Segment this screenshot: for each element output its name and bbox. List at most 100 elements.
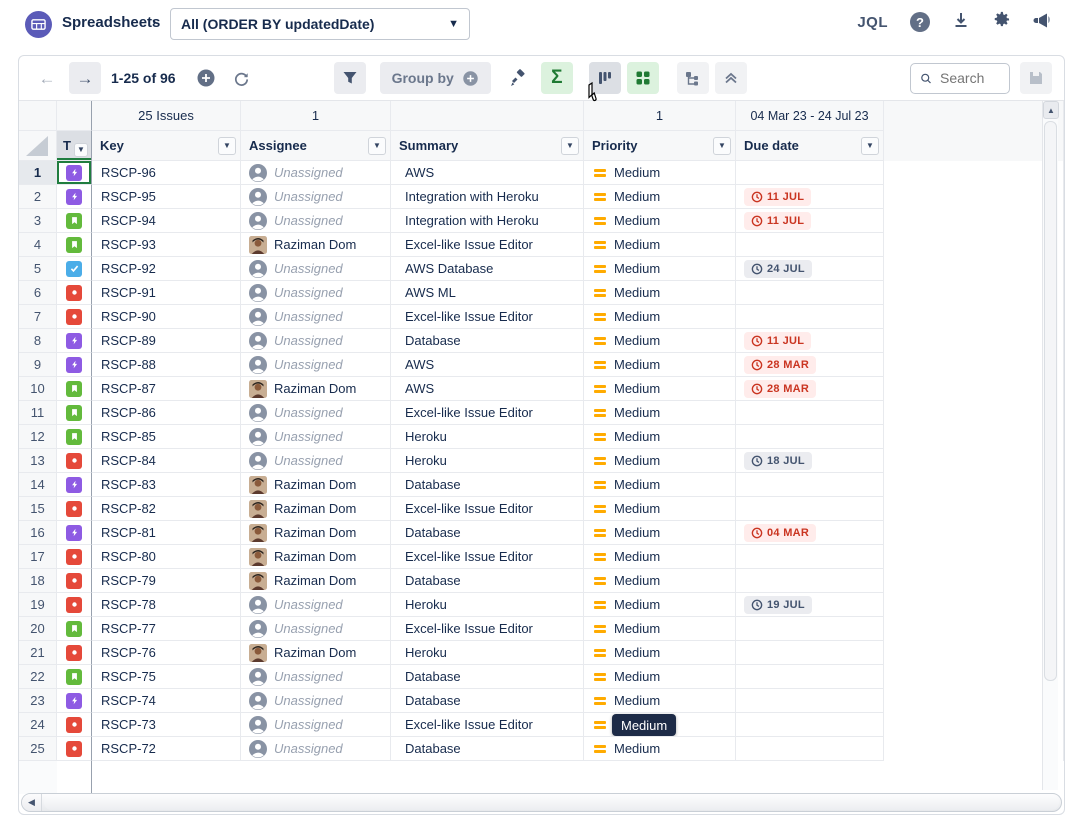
horizontal-scroll-thumb[interactable]	[44, 795, 1059, 810]
issue-key-cell[interactable]: RSCP-94	[92, 209, 241, 233]
row-number[interactable]: 19	[19, 593, 57, 617]
priority-cell[interactable]: Medium	[584, 641, 736, 665]
priority-cell[interactable]: Medium	[584, 401, 736, 425]
issue-type-cell[interactable]	[57, 665, 92, 689]
due-date-cell[interactable]: 24 JUL	[736, 257, 884, 281]
settings-gear-icon[interactable]	[992, 10, 1011, 34]
issue-type-cell[interactable]	[57, 305, 92, 329]
assignee-cell[interactable]: Unassigned	[241, 665, 391, 689]
priority-cell[interactable]: Medium	[584, 665, 736, 689]
row-number[interactable]: 24	[19, 713, 57, 737]
issue-type-cell[interactable]	[57, 209, 92, 233]
vertical-scrollbar[interactable]: ▲	[1042, 101, 1059, 790]
assignee-cell[interactable]: Unassigned	[241, 401, 391, 425]
select-all-corner[interactable]	[19, 131, 57, 161]
issue-type-cell[interactable]	[57, 377, 92, 401]
priority-filter-dropdown[interactable]: ▼	[713, 136, 731, 155]
priority-cell[interactable]: Medium	[584, 473, 736, 497]
issue-key-cell[interactable]: RSCP-96	[92, 161, 241, 185]
due-date-cell[interactable]	[736, 713, 884, 737]
due-date-cell[interactable]	[736, 233, 884, 257]
issue-type-cell[interactable]	[57, 497, 92, 521]
priority-cell[interactable]: Medium	[584, 209, 736, 233]
vertical-scroll-thumb[interactable]	[1044, 121, 1057, 681]
summary-cell[interactable]: Database	[391, 473, 584, 497]
assignee-cell[interactable]: Raziman Dom	[241, 521, 391, 545]
issue-key-cell[interactable]: RSCP-89	[92, 329, 241, 353]
row-number[interactable]: 16	[19, 521, 57, 545]
column-header-priority[interactable]: Priority ▼	[584, 131, 736, 161]
key-filter-dropdown[interactable]: ▼	[218, 136, 236, 155]
search-input[interactable]	[940, 70, 1000, 86]
issue-type-cell[interactable]	[57, 545, 92, 569]
summary-cell[interactable]: AWS	[391, 353, 584, 377]
priority-cell[interactable]: Medium	[584, 617, 736, 641]
issue-key-cell[interactable]: RSCP-73	[92, 713, 241, 737]
add-issue-button[interactable]	[190, 62, 222, 94]
priority-cell[interactable]: Medium	[584, 713, 736, 737]
summary-cell[interactable]: Heroku	[391, 593, 584, 617]
priority-cell[interactable]: Medium	[584, 593, 736, 617]
summary-cell[interactable]: Database	[391, 665, 584, 689]
row-number[interactable]: 22	[19, 665, 57, 689]
next-page-button[interactable]: →	[69, 62, 101, 94]
assignee-cell[interactable]: Unassigned	[241, 161, 391, 185]
issue-type-cell[interactable]	[57, 593, 92, 617]
issue-key-cell[interactable]: RSCP-87	[92, 377, 241, 401]
issue-key-cell[interactable]: RSCP-74	[92, 689, 241, 713]
issue-type-cell[interactable]	[57, 161, 92, 185]
row-number[interactable]: 25	[19, 737, 57, 761]
summary-cell[interactable]: AWS Database	[391, 257, 584, 281]
due-date-cell[interactable]	[736, 305, 884, 329]
assignee-cell[interactable]: Raziman Dom	[241, 497, 391, 521]
refresh-icon[interactable]	[226, 62, 258, 94]
issue-key-cell[interactable]: RSCP-88	[92, 353, 241, 377]
issue-type-cell[interactable]	[57, 713, 92, 737]
summary-cell[interactable]: Heroku	[391, 641, 584, 665]
issue-type-cell[interactable]	[57, 569, 92, 593]
row-number[interactable]: 10	[19, 377, 57, 401]
summary-cell[interactable]: Database	[391, 689, 584, 713]
duedate-filter-dropdown[interactable]: ▼	[861, 136, 879, 155]
summary-cell[interactable]: Integration with Heroku	[391, 209, 584, 233]
priority-cell[interactable]: Medium	[584, 353, 736, 377]
due-date-cell[interactable]	[736, 473, 884, 497]
cards-grid-button[interactable]	[626, 62, 659, 94]
scroll-left-button[interactable]: ◀	[22, 794, 42, 811]
summary-cell[interactable]: Database	[391, 329, 584, 353]
row-number[interactable]: 1	[19, 161, 57, 185]
priority-cell[interactable]: Medium	[584, 185, 736, 209]
summary-cell[interactable]: Excel-like Issue Editor	[391, 233, 584, 257]
type-filter-dropdown[interactable]: ▼	[73, 142, 88, 157]
priority-cell[interactable]: Medium	[584, 521, 736, 545]
issue-key-cell[interactable]: RSCP-75	[92, 665, 241, 689]
issue-key-cell[interactable]: RSCP-85	[92, 425, 241, 449]
due-date-cell[interactable]	[736, 689, 884, 713]
due-date-cell[interactable]: 28 MAR	[736, 353, 884, 377]
due-date-cell[interactable]	[736, 401, 884, 425]
row-number[interactable]: 20	[19, 617, 57, 641]
due-date-cell[interactable]: 11 JUL	[736, 329, 884, 353]
due-date-cell[interactable]: 19 JUL	[736, 593, 884, 617]
row-number[interactable]: 15	[19, 497, 57, 521]
summary-cell[interactable]: Excel-like Issue Editor	[391, 617, 584, 641]
priority-cell[interactable]: Medium	[584, 569, 736, 593]
scroll-up-button[interactable]: ▲	[1043, 101, 1059, 119]
column-header-summary[interactable]: Summary ▼	[391, 131, 584, 161]
row-number[interactable]: 13	[19, 449, 57, 473]
summary-cell[interactable]: Excel-like Issue Editor	[391, 713, 584, 737]
row-number[interactable]: 14	[19, 473, 57, 497]
assignee-cell[interactable]: Unassigned	[241, 593, 391, 617]
summary-cell[interactable]: AWS	[391, 377, 584, 401]
summary-cell[interactable]: Heroku	[391, 425, 584, 449]
row-number[interactable]: 11	[19, 401, 57, 425]
issue-type-cell[interactable]	[57, 401, 92, 425]
priority-cell[interactable]: Medium	[584, 425, 736, 449]
issue-key-cell[interactable]: RSCP-93	[92, 233, 241, 257]
issue-key-cell[interactable]: RSCP-79	[92, 569, 241, 593]
due-date-cell[interactable]	[736, 545, 884, 569]
row-number[interactable]: 18	[19, 569, 57, 593]
due-date-cell[interactable]: 28 MAR	[736, 377, 884, 401]
row-number[interactable]: 2	[19, 185, 57, 209]
column-header-type[interactable]: T ▼	[57, 131, 92, 161]
